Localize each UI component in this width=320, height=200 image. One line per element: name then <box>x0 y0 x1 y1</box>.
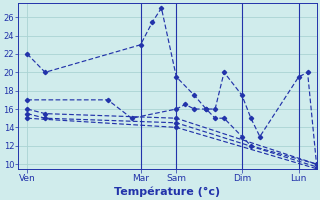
X-axis label: Température (°c): Température (°c) <box>114 186 220 197</box>
